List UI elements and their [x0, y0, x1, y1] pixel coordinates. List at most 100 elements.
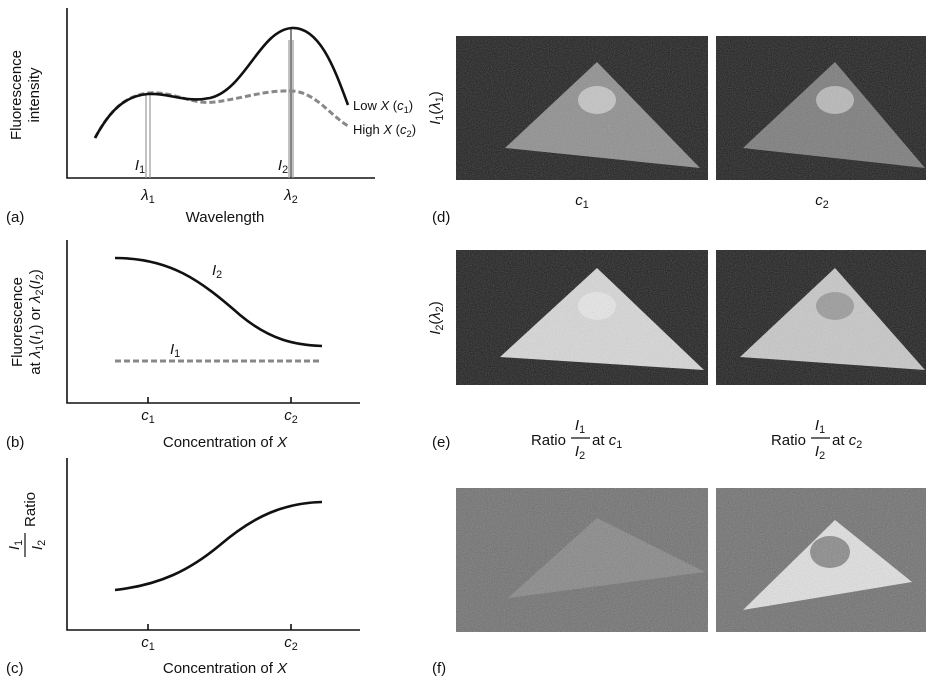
text-part: ) [412, 122, 416, 137]
x-axis-label: Concentration of X [163, 434, 288, 451]
subscript: 1 [34, 329, 46, 335]
column-label: c1 [575, 192, 589, 211]
text-part: c [575, 192, 583, 209]
subscript: 2 [34, 289, 46, 295]
subscript: 2 [216, 269, 222, 281]
curve-label: High X (c2) [353, 122, 416, 139]
subscript: 2 [579, 450, 585, 462]
panel-c: Ratio I1 I2 c1 c2 Concentration of X (c) [6, 458, 360, 677]
text-part: I [427, 331, 444, 335]
text-part: λ [427, 312, 444, 320]
low-curve [93, 26, 350, 139]
line-label: I2 [278, 157, 288, 176]
text-part: I [212, 262, 216, 279]
x-axis-label: Concentration of X [163, 660, 288, 677]
image-d1 [456, 36, 708, 180]
row-label: I2(λ2) [427, 301, 446, 335]
text-part: c [400, 122, 407, 137]
text-part: c [141, 634, 149, 651]
subscript: 2 [282, 164, 288, 176]
subscript: 2 [434, 325, 446, 331]
text-part: ) [27, 269, 44, 274]
text-part: at [592, 432, 609, 449]
subscript: 1 [579, 424, 585, 436]
y-axis-label: Fluorescence [9, 277, 26, 367]
x-axis-label: Wavelength [186, 209, 265, 226]
ratio-caption: Ratio I1 I2 at c1 [531, 417, 622, 462]
panel-label: (a) [6, 209, 24, 226]
text-part: I [815, 417, 819, 434]
x-tick-label: c1 [141, 634, 155, 653]
ratio-caption: Ratio I1 I2 at c2 [771, 417, 862, 462]
text-part: ) [427, 301, 444, 306]
axes [66, 240, 360, 404]
text-part: Low [353, 98, 380, 113]
image-grid: I1(λ1) c1 c2 (d) I2(λ2) (e) Ratio I1 I2 … [427, 36, 926, 677]
fraction-denominator: I2 [815, 443, 825, 462]
subscript: 2 [292, 414, 298, 426]
text-part: c [815, 192, 823, 209]
fraction-numerator: I1 [815, 417, 825, 436]
panel-label: (e) [432, 434, 450, 451]
fraction-numerator: I1 [575, 417, 585, 436]
panel-label: (c) [6, 660, 24, 677]
text-part: ( [389, 98, 398, 113]
subscript: 1 [819, 424, 825, 436]
subscript: 2 [856, 439, 862, 451]
subscript: 2 [34, 274, 46, 280]
image-f1 [456, 488, 708, 632]
curve-label: I2 [212, 262, 222, 281]
subscript: 1 [174, 348, 180, 360]
x-tick-label: c2 [284, 634, 298, 653]
text-part: I [575, 417, 579, 434]
high-curve [93, 89, 349, 139]
fraction-denominator: I2 [575, 443, 585, 462]
text-part: X [382, 122, 393, 137]
axes [66, 458, 360, 631]
text-part: I [278, 157, 282, 174]
subscript: 2 [819, 450, 825, 462]
text-part: I [27, 336, 44, 340]
subscript: 2 [823, 199, 829, 211]
subscript: 1 [13, 540, 25, 546]
text-part: λ [27, 351, 44, 359]
y-axis-label: Ratio I1 I2 [6, 492, 48, 557]
caption-text: Ratio [531, 432, 566, 449]
text-part: λ [140, 187, 148, 204]
curve-label: I1 [170, 341, 180, 360]
text-part: ( [27, 284, 44, 289]
panel-b: I2 I1 Fluorescence at λ1(I1) or λ2(I2) c… [6, 240, 360, 451]
text-part: λ [427, 102, 444, 110]
panel-a: Fluorescenceintensity I1 I2 λ1 λ2 Wavele… [6, 8, 416, 226]
text-part: c [397, 98, 404, 113]
text-part: High [353, 122, 383, 137]
caption-text: at c2 [832, 432, 862, 451]
text-part: Concentration of [163, 434, 277, 451]
text-part: I [170, 341, 174, 358]
curve-label: Low X (c1) [353, 98, 413, 115]
subscript: 1 [583, 199, 589, 211]
subscript: 1 [616, 439, 622, 451]
text-part: ( [392, 122, 401, 137]
text-part: ) [427, 91, 444, 96]
subscript: 1 [404, 105, 409, 115]
text-part: c [284, 634, 292, 651]
column-label: c2 [815, 192, 829, 211]
subscript: 2 [406, 129, 411, 139]
text-part: λ [283, 187, 291, 204]
x-tick-label: λ1 [140, 187, 154, 206]
subscript: 1 [149, 414, 155, 426]
fraction-numerator: I1 [6, 540, 25, 550]
axes [66, 8, 375, 179]
subscript: 1 [149, 641, 155, 653]
subscript: 2 [292, 641, 298, 653]
subscript: 2 [292, 194, 298, 206]
text-part: I [6, 546, 23, 550]
line-label: I1 [135, 157, 145, 176]
y-axis-label-text: Ratio [22, 492, 39, 527]
subscript: 1 [434, 96, 446, 102]
text-part: c [141, 407, 149, 424]
text-part: at [832, 432, 849, 449]
text-part: at [27, 358, 44, 375]
text-part: I [135, 157, 139, 174]
